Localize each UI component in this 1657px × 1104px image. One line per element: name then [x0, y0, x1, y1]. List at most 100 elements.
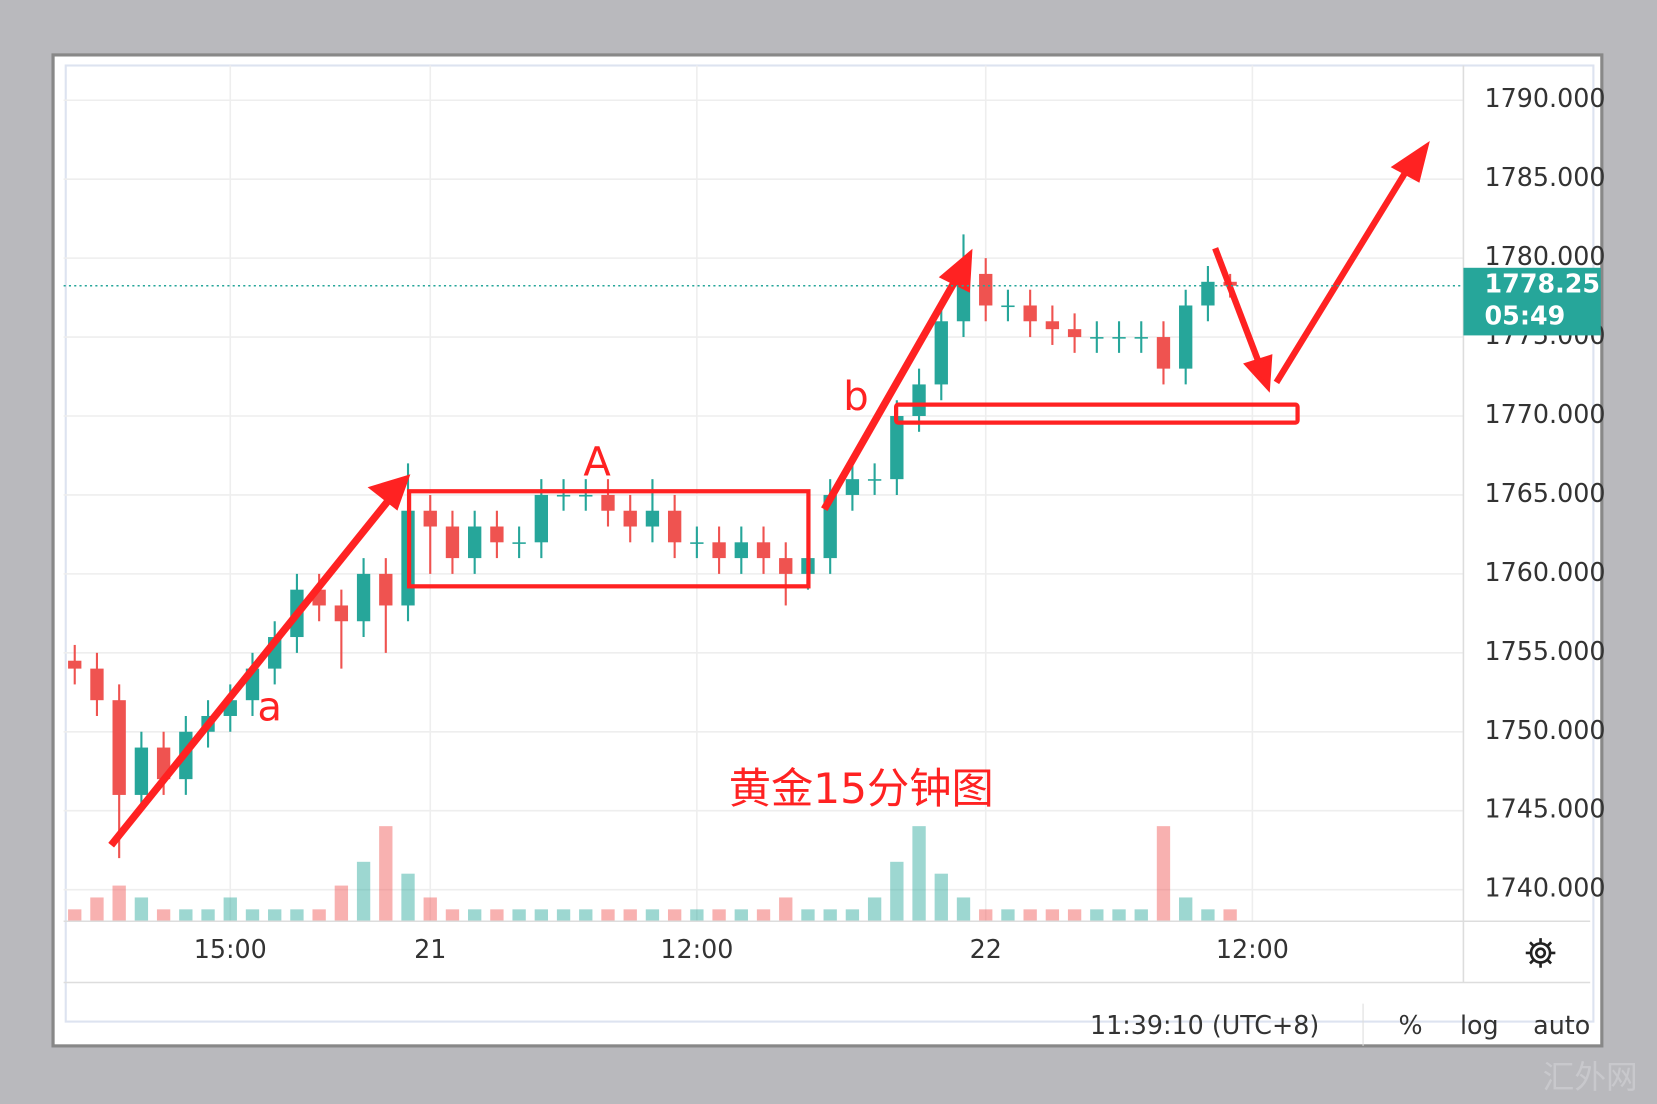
candle-body — [645, 510, 660, 527]
volume-bar — [1067, 909, 1082, 922]
inner-frame — [64, 64, 1595, 1023]
candle-body — [690, 542, 704, 544]
volume-bar — [534, 909, 549, 922]
y-tick-label: 1745.000 — [1485, 794, 1606, 824]
arrow-head — [1390, 141, 1430, 183]
candle-body — [1112, 337, 1126, 339]
support-box — [894, 402, 1300, 425]
arrow-down — [1212, 247, 1263, 366]
volume-bar — [934, 873, 948, 922]
volume-bar — [845, 909, 860, 922]
arrow-b — [821, 274, 961, 512]
volume-bar — [90, 897, 104, 922]
candle-body — [756, 542, 771, 559]
volume-bar — [156, 909, 171, 922]
candle-body — [512, 542, 526, 544]
volume-bar — [201, 909, 215, 922]
candle-body — [579, 494, 593, 497]
annotation-label: a — [257, 685, 282, 731]
candle-body — [1045, 321, 1060, 330]
candle-body — [1001, 305, 1015, 308]
volume-bar — [823, 909, 837, 922]
volume-bar — [356, 861, 371, 922]
candle-body — [845, 479, 860, 495]
candle-body — [445, 526, 460, 559]
arrow-a — [108, 492, 397, 848]
volume-bar — [979, 909, 993, 922]
arrow-up — [1273, 167, 1411, 385]
y-tick-label: 1755.000 — [1485, 636, 1606, 666]
candle-body — [712, 542, 726, 559]
percent-toggle[interactable]: % — [1399, 1010, 1423, 1040]
candle-body — [356, 573, 371, 622]
volume-bar — [512, 909, 526, 922]
candle-body — [1156, 337, 1171, 369]
volume-bar — [956, 897, 971, 922]
candle-body — [1067, 329, 1082, 338]
y-tick-label: 1740.000 — [1485, 873, 1606, 903]
settings-icon[interactable] — [1525, 938, 1556, 968]
arrow-head — [367, 474, 411, 511]
log-toggle[interactable]: log — [1460, 1010, 1499, 1040]
volume-bar — [1156, 826, 1171, 922]
candle-body — [912, 384, 926, 417]
candle-body — [468, 526, 482, 559]
candle-body — [867, 479, 882, 481]
annotations — [108, 141, 1430, 848]
volume-bar — [801, 909, 815, 922]
y-tick-label: 1765.000 — [1485, 478, 1606, 508]
volume-bar — [667, 909, 682, 922]
volume-bar — [445, 909, 460, 922]
volume-bar — [268, 909, 282, 922]
volume-bar — [579, 909, 593, 922]
volume-bar — [334, 885, 349, 922]
candle-body — [734, 542, 748, 559]
volume-bar — [1112, 909, 1126, 922]
volume-bar — [756, 909, 771, 922]
volume-bar — [556, 909, 571, 922]
arrow-head — [938, 248, 973, 293]
candle-body — [601, 494, 615, 511]
volume-bar — [68, 909, 82, 922]
candle-body — [890, 416, 904, 480]
volume-bar — [1223, 909, 1237, 922]
volume-bar — [423, 897, 437, 922]
x-tick-label: 12:00 — [1216, 934, 1289, 964]
auto-toggle[interactable]: auto — [1533, 1010, 1590, 1040]
arrow-head — [1243, 354, 1273, 393]
candle-body — [556, 494, 571, 497]
x-tick-label: 22 — [970, 934, 1002, 964]
volume-bar — [601, 909, 615, 922]
volume-bar — [401, 873, 415, 922]
volume-bar — [1090, 909, 1104, 922]
countdown-label: 05:49 — [1485, 300, 1566, 330]
candle-body — [623, 510, 637, 527]
chart-title: 黄金15分钟图 — [729, 764, 994, 813]
candle-body — [934, 321, 948, 385]
clock: 11:39:10 (UTC+8) — [1090, 1010, 1319, 1040]
candle-body — [334, 605, 349, 622]
candle-body — [68, 660, 82, 669]
volume-bar — [312, 909, 326, 922]
annotation-label: A — [583, 439, 611, 485]
candle-body — [112, 700, 126, 795]
volume-bar — [779, 897, 793, 922]
candle-body — [779, 558, 793, 574]
y-tick-label: 1750.000 — [1485, 715, 1606, 745]
y-tick-label: 1760.000 — [1485, 557, 1606, 587]
volume-bar — [490, 909, 504, 922]
volume-bar — [179, 909, 193, 922]
last-price-box — [1463, 267, 1601, 336]
volume-bar — [1134, 909, 1148, 922]
volume-bar — [245, 909, 260, 922]
candle-body — [1179, 305, 1193, 369]
y-tick-label: 1770.000 — [1485, 399, 1606, 429]
y-tick-label: 1790.000 — [1485, 83, 1606, 113]
volume-bar — [1179, 897, 1193, 922]
volume-bar — [623, 909, 637, 922]
watermark: 汇外网 — [1543, 1060, 1638, 1096]
last-price-label: 1778.25 — [1485, 269, 1600, 299]
candle-body — [979, 273, 993, 306]
